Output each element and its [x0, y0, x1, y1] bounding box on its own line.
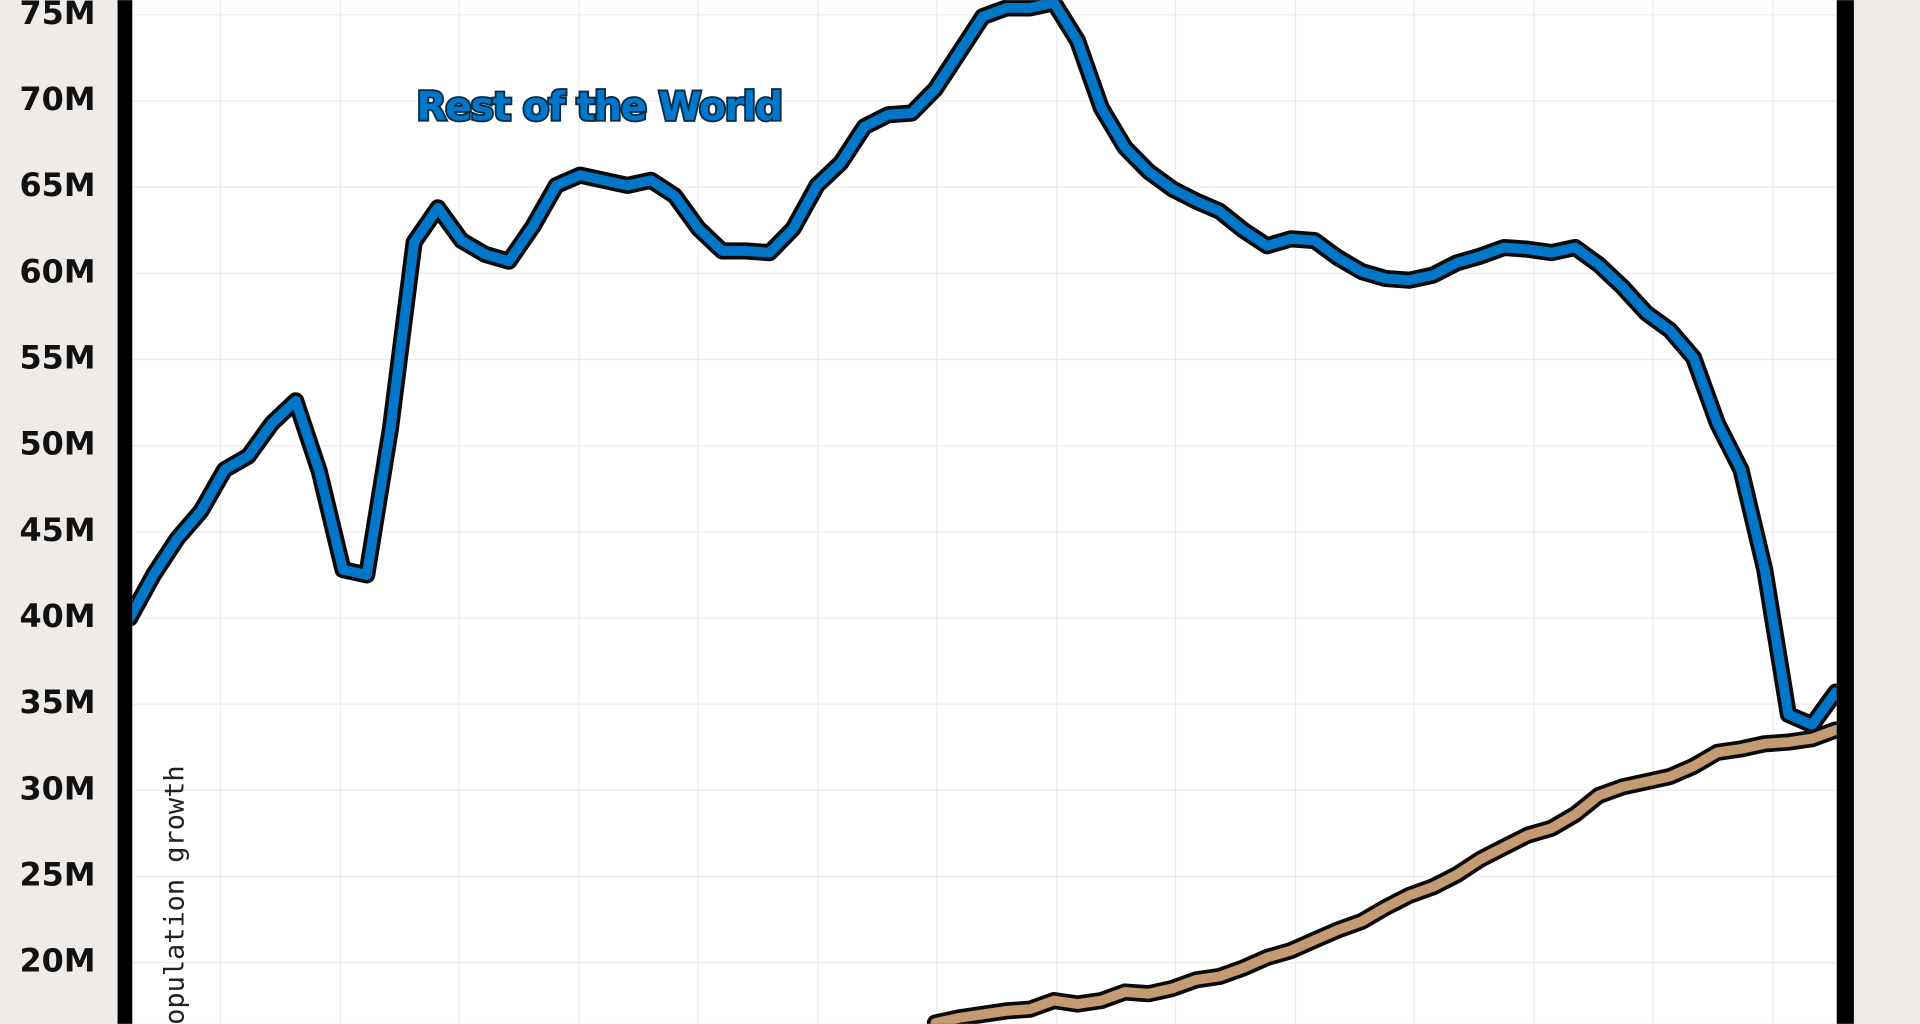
y-tick-label: 35M [20, 683, 96, 721]
y-tick-label: 50M [20, 425, 96, 463]
y-tick-label: 55M [20, 338, 96, 376]
series-label: Rest of the World [416, 85, 782, 130]
vertical-grid [219, 0, 1774, 1024]
y-tick-label: 30M [20, 769, 96, 807]
right-border [1836, 0, 1854, 1024]
y-tick-label: 45M [20, 511, 96, 549]
y-tick-label: 65M [20, 166, 96, 204]
y-tick-label: 40M [20, 597, 96, 635]
line [132, 0, 1837, 730]
plot-area [132, 0, 1837, 1024]
y-axis-label: Population growth [160, 765, 191, 1024]
left-border [117, 0, 133, 1024]
y-tick-label: 75M [20, 0, 96, 32]
y-tick-label: 70M [20, 80, 96, 118]
y-tick-label: 60M [20, 252, 96, 290]
y-tick-label: 25M [20, 855, 96, 893]
y-tick-label: 20M [20, 942, 96, 980]
line [930, 725, 1837, 1024]
